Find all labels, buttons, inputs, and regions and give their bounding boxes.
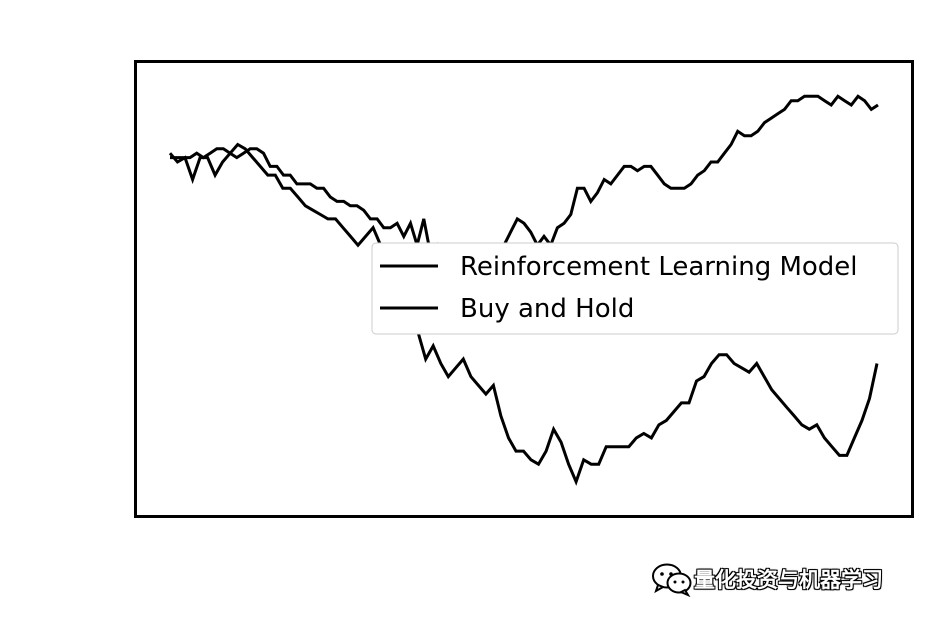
legend-label-rl: Reinforcement Learning Model	[460, 252, 858, 282]
legend: Reinforcement Learning Model Buy and Hol…	[371, 242, 899, 335]
watermark-text: 量化投资与机器学习	[694, 568, 883, 592]
series-line-rl	[170, 94, 879, 269]
chart-lines	[168, 94, 879, 486]
legend-label-bh: Buy and Hold	[460, 294, 634, 324]
plot-frame	[134, 60, 914, 518]
series-line-bh	[168, 142, 879, 486]
watermark: 量化投资与机器学习	[650, 559, 883, 599]
legend-box	[371, 242, 899, 335]
wechat-icon	[652, 563, 692, 597]
